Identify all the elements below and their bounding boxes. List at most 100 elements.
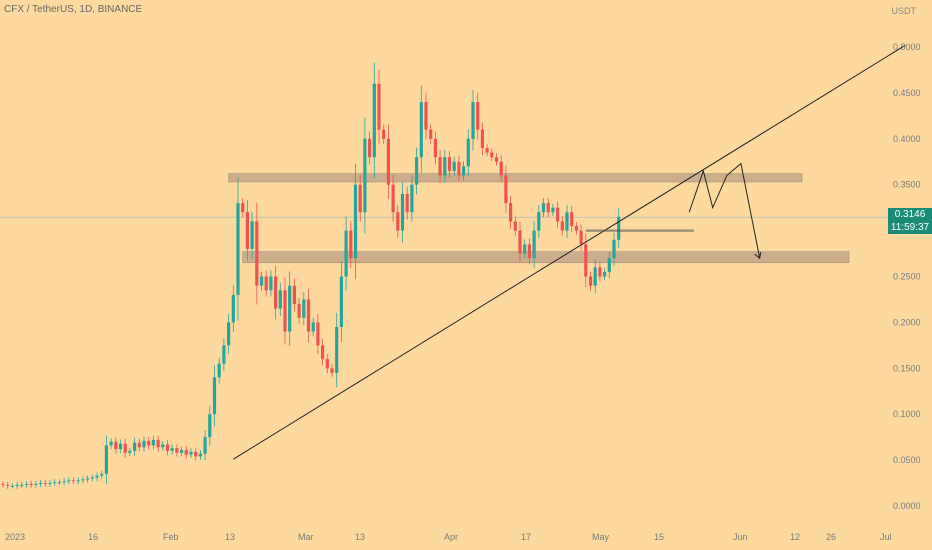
candle-body [363,138,367,213]
candle-body [302,299,306,318]
price-tick-label: 0.2000 [893,317,921,327]
candle-body [537,212,541,231]
candle-body [90,477,94,479]
candle-body [471,102,475,139]
candle-body [462,166,466,176]
symbol-header[interactable]: CFX / TetherUS, 1D, BINANCE [4,4,143,15]
candle-body [400,193,405,231]
candle-body [212,377,217,415]
candle-body [114,441,118,450]
candle-body [62,481,66,483]
candle-body [494,157,499,162]
candle-body [264,276,268,291]
time-tick-label: 26 [826,532,836,542]
candle-body [278,290,282,309]
candle-body [457,161,461,176]
candle-body [236,203,240,295]
candle-body [391,184,395,213]
candle-body [109,441,113,446]
projection-arrowhead [754,252,762,260]
candle-countdown: 11:59:37 [890,222,930,233]
candle-body [288,285,292,332]
drawings-layer [233,44,906,460]
candle-body [607,258,611,272]
time-tick-label: Feb [163,532,179,542]
candle-body [274,276,278,309]
candle-body [311,322,315,332]
candle-body [321,345,325,360]
candle-body [203,437,207,454]
time-axis[interactable]: 2023 16 Feb 13 Mar 13 Apr 17 May 15 Jun 12 26 Jul [5,532,892,542]
candle-body [283,290,287,332]
candle-body [560,221,564,231]
candle-body [184,450,188,455]
candle-body [1,483,5,485]
candle-body [570,212,574,227]
candle-body [34,483,38,485]
candle-body [245,212,249,249]
candle-body [419,102,423,158]
candle-body [86,478,90,480]
candle-body [227,322,231,346]
candle-body [574,226,578,231]
candle-body [53,482,57,484]
candle-body [584,244,588,277]
candle-body [612,239,616,259]
candles-layer [1,62,621,489]
candle-body [490,152,494,158]
last-price-value: 0.3146 [894,209,926,220]
candle-body [180,450,184,453]
upper-resistance-zone [228,173,803,183]
candle-body [513,221,517,231]
price-tick-label: 0.5000 [893,42,921,52]
candle-body [43,483,47,485]
time-tick-label: May [592,532,610,542]
candle-body [330,368,334,373]
candle-body [532,230,536,259]
candle-body [95,475,99,478]
candle-body [123,443,127,453]
candle-body [100,473,104,476]
candle-body [377,83,381,130]
candle-body [443,157,447,176]
price-axis[interactable]: 0.5000 0.4500 0.4000 0.3500 0.2500 0.2000 0.15… [893,42,921,511]
candle-body [476,102,480,130]
time-tick-label: Apr [444,532,458,542]
candle-body [372,83,376,158]
candle-body [353,184,358,259]
candle-body [447,157,452,171]
candle-body [76,480,80,482]
candle-body [10,485,14,487]
candle-body [67,480,71,482]
candle-body [433,138,437,158]
candle-body [222,345,226,364]
candle-body [48,483,52,485]
candle-body [81,479,85,481]
candle-body [509,203,513,222]
projection-path [688,162,761,259]
time-tick-label: Jun [733,532,748,542]
time-tick-label: 17 [521,532,531,542]
candle-body [208,414,212,438]
candle-body [104,445,108,474]
candle-body [39,483,43,485]
candle-body [541,203,546,213]
candle-body [194,451,198,457]
candle-body [565,212,569,231]
candle-body [147,440,151,446]
price-tick-label: 0.2500 [893,272,921,282]
candle-body [466,138,470,167]
candle-body [189,451,193,455]
candle-body [518,230,522,254]
candle-body [316,322,320,346]
candle-body [151,439,155,446]
candle-body [142,440,146,448]
candle-body [269,276,273,291]
candle-body [598,267,602,277]
candle-body [137,442,141,448]
candle-body [170,448,174,451]
candle-body [128,450,132,453]
time-tick-label: 13 [355,532,365,542]
candle-body [523,244,527,254]
